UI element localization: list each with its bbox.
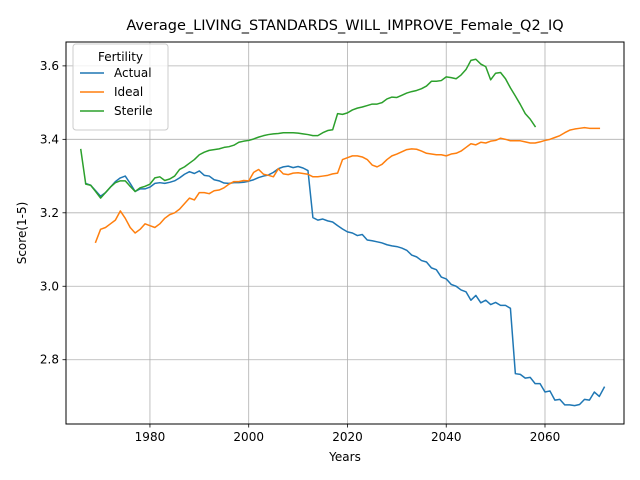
axis-ticks: 1980 2000 2020 2040 2060 2.8 3.0 3.2 3.4 3.6	[40, 59, 560, 444]
y-axis-title: Score(1-5)	[15, 202, 29, 265]
series-line-actual	[84, 165, 606, 407]
plot-frame	[65, 41, 625, 425]
x-tick-label: 2000	[233, 430, 264, 444]
legend-box	[72, 43, 169, 131]
x-axis-title: Years	[328, 450, 361, 464]
legend-entry-actual: Actual	[114, 66, 152, 80]
series-line-ideal	[94, 126, 601, 244]
y-tick-label: 3.0	[40, 279, 59, 293]
y-tick-label: 3.4	[40, 132, 59, 146]
y-tick-label: 2.8	[40, 353, 59, 367]
x-tick-label: 2040	[431, 430, 462, 444]
grid-lines	[66, 42, 624, 424]
series-line-sterile	[79, 58, 537, 199]
legend: Fertility Actual Ideal Sterile	[72, 43, 169, 131]
legend-title: Fertility	[98, 50, 143, 64]
x-tick-label: 2020	[332, 430, 363, 444]
x-tick-label: 2060	[530, 430, 561, 444]
chart-title: Average_LIVING_STANDARDS_WILL_IMPROVE_Fe…	[126, 18, 563, 34]
legend-entry-sterile: Sterile	[114, 104, 153, 118]
y-tick-label: 3.6	[40, 59, 59, 73]
series-lines	[79, 58, 606, 407]
x-tick-label: 1980	[135, 430, 166, 444]
legend-entry-ideal: Ideal	[114, 85, 143, 99]
y-tick-label: 3.2	[40, 206, 59, 220]
